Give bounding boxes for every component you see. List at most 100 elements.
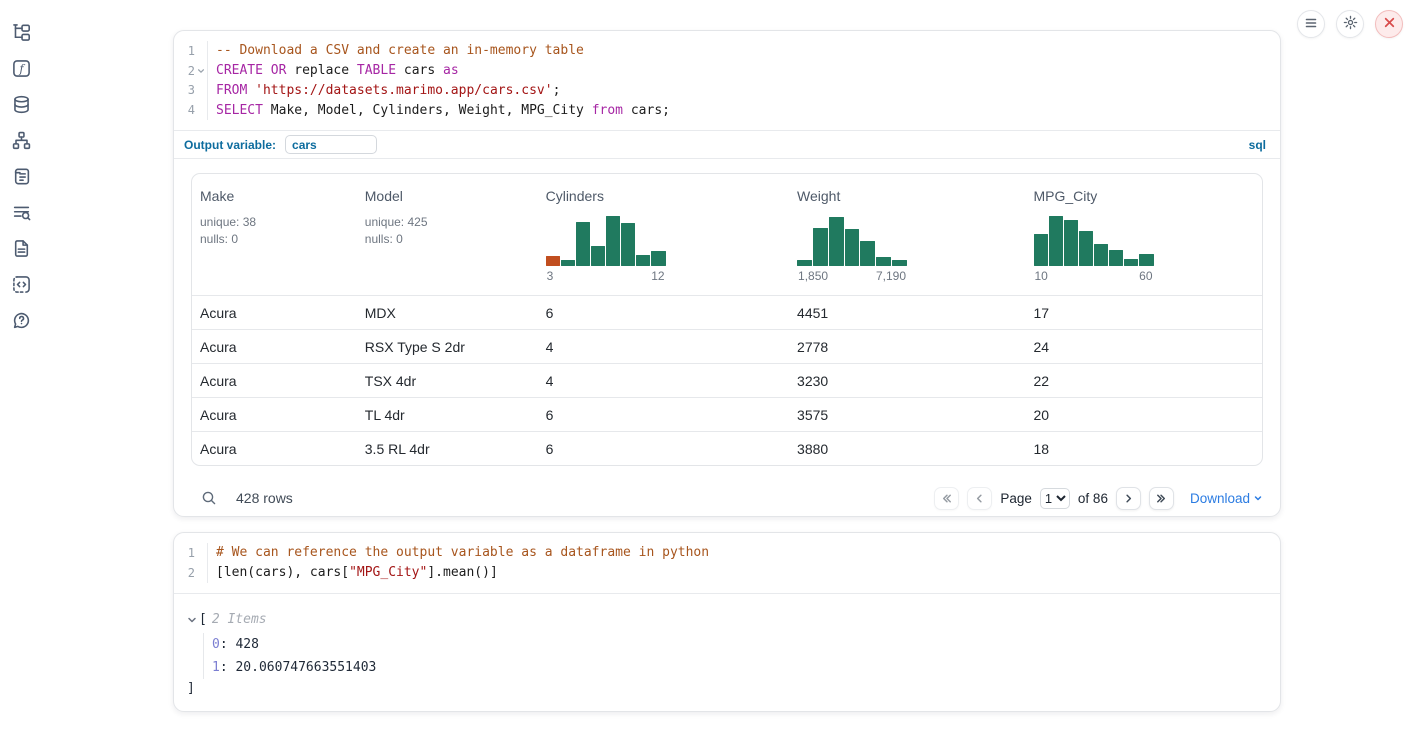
- table-header: Makeunique: 38nulls: 0Modelunique: 425nu…: [192, 174, 1262, 295]
- scroll-icon: [12, 167, 31, 186]
- histogram-bar: [1139, 254, 1153, 266]
- table-cell: 22: [1026, 373, 1262, 389]
- first-page-button[interactable]: [934, 487, 959, 510]
- code-token: "MPG_City": [349, 565, 427, 580]
- code-token: [247, 83, 255, 98]
- download-button[interactable]: Download: [1190, 491, 1263, 506]
- code-line: 1# We can reference the output variable …: [174, 543, 1280, 563]
- page-of-label: of 86: [1078, 491, 1108, 506]
- network-icon: [12, 131, 31, 150]
- sql-code-editor[interactable]: 1-- Download a CSV and create an in-memo…: [174, 31, 1280, 130]
- column-header-make[interactable]: Make unique: 38nulls: 0: [192, 174, 357, 295]
- code-token: replace: [286, 63, 356, 78]
- histogram-bar: [561, 260, 575, 266]
- column-header-weight[interactable]: Weight1,8507,190: [789, 174, 1025, 295]
- next-page-button[interactable]: [1116, 487, 1141, 510]
- column-header-model[interactable]: Modelunique: 425nulls: 0: [357, 174, 538, 295]
- column-header-mpg_city[interactable]: MPG_City1060: [1026, 174, 1262, 295]
- code-token: as: [443, 63, 459, 78]
- sidebar-item-scratchpad[interactable]: [10, 165, 32, 187]
- sidebar-item-help[interactable]: [10, 309, 32, 331]
- file-text-icon: [12, 239, 31, 258]
- sidebar-item-logs[interactable]: [10, 201, 32, 223]
- python-output: [ 2 Items 0: 4281: 20.060747663551403 ]: [174, 594, 1280, 699]
- stat-line: nulls: 0: [365, 231, 530, 248]
- sidebar-item-data-sources[interactable]: [10, 93, 32, 115]
- prev-page-button[interactable]: [967, 487, 992, 510]
- table-cell: MDX: [357, 305, 538, 321]
- histogram-bar: [813, 228, 828, 266]
- histogram-axis-labels: 1,850 7,190: [797, 269, 907, 283]
- stat-line: unique: 38: [200, 214, 349, 231]
- search-icon[interactable]: [201, 490, 217, 506]
- table-cell: 3880: [789, 441, 1025, 457]
- table-cell: 4: [538, 339, 789, 355]
- help-circle-icon: [12, 311, 31, 330]
- code-line: 2CREATE OR replace TABLE cars as: [174, 61, 1280, 81]
- histogram-axis-labels: 10 60: [1034, 269, 1154, 283]
- python-code-editor[interactable]: 1# We can reference the output variable …: [174, 533, 1280, 593]
- sidebar-item-documentation[interactable]: [10, 237, 32, 259]
- table-body: AcuraMDX6445117AcuraRSX Type S 2dr427782…: [192, 295, 1262, 465]
- pagination: Page 1 of 86: [934, 487, 1174, 510]
- fold-chevron-icon[interactable]: [195, 67, 206, 75]
- code-token: 'https://datasets.marimo.app/cars.csv': [255, 83, 552, 98]
- code-token: # We can reference the output variable a…: [216, 545, 709, 560]
- table-cell: Acura: [192, 407, 357, 423]
- histogram-bar: [576, 222, 590, 266]
- axis-label: 7,190: [876, 269, 906, 283]
- histogram-bar: [845, 229, 860, 266]
- settings-button[interactable]: [1336, 10, 1364, 38]
- svg-text:f: f: [18, 62, 25, 75]
- column-histogram: 312: [546, 214, 666, 283]
- gutter: 2: [174, 61, 208, 81]
- gutter: 1: [174, 41, 208, 61]
- column-stats: unique: 38nulls: 0: [200, 214, 349, 247]
- code-line: 1-- Download a CSV and create an in-memo…: [174, 41, 1280, 61]
- sidebar-item-snippets[interactable]: [10, 273, 32, 295]
- table-row: Acura3.5 RL 4dr6388018: [192, 431, 1262, 465]
- data-table: Makeunique: 38nulls: 0Modelunique: 425nu…: [191, 173, 1263, 466]
- table-cell: 4: [538, 373, 789, 389]
- axis-label: 1,850: [798, 269, 828, 283]
- histogram-bar: [546, 256, 560, 266]
- table-cell: Acura: [192, 305, 357, 321]
- code-token: cars;: [623, 103, 670, 118]
- stat-line: nulls: 0: [200, 231, 349, 248]
- line-number: 2: [177, 64, 195, 78]
- table-row: AcuraMDX6445117: [192, 295, 1262, 329]
- tree-toggle[interactable]: [ 2 Items: [187, 610, 1280, 630]
- table-cell: RSX Type S 2dr: [357, 339, 538, 355]
- axis-label: 60: [1139, 269, 1152, 283]
- output-variable-input[interactable]: [285, 135, 377, 154]
- histogram-bar: [1064, 220, 1078, 266]
- column-header-cylinders[interactable]: Cylinders312: [538, 174, 789, 295]
- histogram-bar: [892, 260, 907, 266]
- histogram-bar: [1124, 259, 1138, 266]
- histogram-bar: [1079, 231, 1093, 266]
- sidebar-item-variables[interactable]: f: [10, 57, 32, 79]
- table-cell: 18: [1026, 441, 1262, 457]
- sidebar-item-file-explorer[interactable]: [10, 21, 32, 43]
- code-token: SELECT: [216, 103, 263, 118]
- menu-button[interactable]: [1297, 10, 1325, 38]
- code-line: 3FROM 'https://datasets.marimo.app/cars.…: [174, 81, 1280, 101]
- table-cell: 6: [538, 305, 789, 321]
- table-cell: 6: [538, 441, 789, 457]
- histogram-bar: [621, 223, 635, 266]
- line-number: 1: [177, 44, 195, 58]
- histogram-bar: [636, 255, 650, 266]
- shutdown-button[interactable]: [1375, 10, 1403, 38]
- table-cell: TL 4dr: [357, 407, 538, 423]
- code-token: from: [592, 103, 623, 118]
- histogram-bar: [1034, 234, 1048, 266]
- last-page-button[interactable]: [1149, 487, 1174, 510]
- column-name: Make: [200, 187, 349, 205]
- table-cell: 4451: [789, 305, 1025, 321]
- gear-icon: [1343, 15, 1358, 33]
- axis-label: 10: [1035, 269, 1048, 283]
- function-square-icon: f: [12, 59, 31, 78]
- page-select[interactable]: 1: [1040, 488, 1070, 509]
- code-token: CREATE: [216, 63, 263, 78]
- sidebar-item-dependencies[interactable]: [10, 129, 32, 151]
